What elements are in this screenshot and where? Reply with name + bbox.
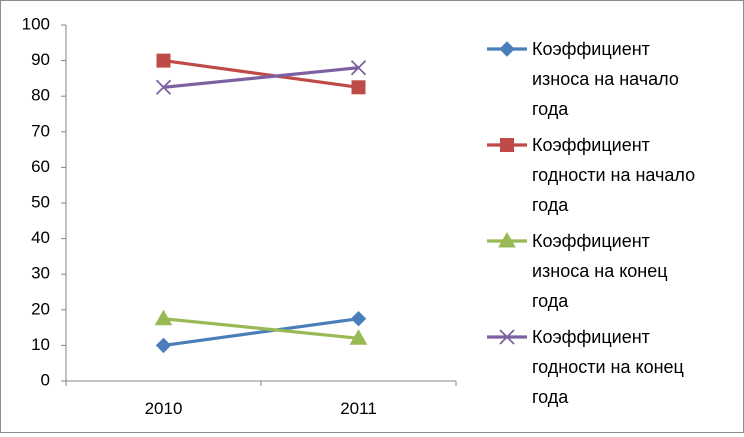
series-1 bbox=[155, 310, 367, 354]
y-tick-label: 80 bbox=[31, 86, 50, 105]
legend-label-line: Коэффициент bbox=[532, 135, 650, 155]
y-tick-label: 30 bbox=[31, 264, 50, 283]
y-tick-label: 20 bbox=[31, 299, 50, 318]
legend-label-line: года bbox=[532, 291, 569, 311]
legend-marker bbox=[499, 329, 515, 345]
x-tick-label: 2010 bbox=[145, 399, 183, 418]
series-line bbox=[163, 317, 359, 340]
legend-label-line: года bbox=[532, 195, 569, 215]
legend-label-line: Коэффициент bbox=[532, 231, 650, 251]
x-axis: 2010 2011 bbox=[65, 380, 457, 418]
series-line bbox=[163, 317, 359, 347]
legend-entry: Коэффициент годности на начало года bbox=[487, 135, 695, 215]
legend-marker bbox=[498, 231, 516, 248]
x-tick-label: 2011 bbox=[340, 399, 377, 418]
y-tick-label: 10 bbox=[31, 335, 50, 354]
marker-stroke bbox=[499, 329, 515, 345]
legend-label: Коэффициент годности на конец года bbox=[532, 327, 684, 407]
series-2 bbox=[156, 53, 366, 95]
y-tick-label: 60 bbox=[31, 157, 50, 176]
data-point bbox=[350, 310, 367, 327]
legend: Коэффициент износа на начало годаКоэффицие… bbox=[487, 39, 695, 407]
marker-stroke bbox=[155, 79, 172, 95]
data-point bbox=[156, 53, 171, 68]
series-line bbox=[163, 66, 359, 89]
data-point bbox=[349, 329, 368, 345]
legend-label-line: года bbox=[532, 387, 569, 407]
series-4 bbox=[155, 60, 367, 95]
y-tick-label: 50 bbox=[31, 192, 50, 211]
y-axis: 0 10 20 30 40 50 60 70 80 90 100 bbox=[22, 14, 67, 389]
data-point bbox=[351, 80, 366, 95]
data-point bbox=[155, 79, 172, 95]
y-tick-label: 0 bbox=[41, 370, 50, 389]
legend-label: Коэффициент годности на начало года bbox=[532, 135, 695, 215]
y-tick-label: 100 bbox=[22, 14, 50, 33]
series-3 bbox=[154, 309, 368, 345]
y-tick-label: 70 bbox=[31, 121, 50, 140]
legend-entry: Коэффициент годности на конец года bbox=[487, 327, 684, 407]
legend-label: Коэффициент износа на начало года bbox=[532, 39, 679, 119]
legend-label-line: годности на конец bbox=[532, 357, 684, 377]
data-point bbox=[155, 337, 172, 354]
legend-label-line: износа на начало bbox=[532, 69, 679, 89]
plot-series bbox=[154, 53, 368, 354]
legend-label-line: годности на начало bbox=[532, 165, 695, 185]
legend-label-line: Коэффициент bbox=[532, 327, 650, 347]
legend-label-line: износа на конец bbox=[532, 261, 668, 281]
y-tick-label: 40 bbox=[31, 228, 50, 247]
data-point bbox=[350, 60, 367, 76]
legend-label: Коэффициент износа на конец года bbox=[532, 231, 668, 311]
y-tick-label: 90 bbox=[31, 50, 50, 69]
legend-label-line: года bbox=[532, 99, 569, 119]
legend-entry: Коэффициент износа на конец года bbox=[487, 231, 668, 311]
series-line bbox=[163, 59, 359, 89]
legend-entry: Коэффициент износа на начало года bbox=[487, 39, 679, 119]
legend-label-line: Коэффициент bbox=[532, 39, 650, 59]
legend-marker bbox=[500, 138, 514, 152]
data-point bbox=[154, 309, 173, 326]
legend-marker bbox=[499, 41, 515, 57]
marker-stroke bbox=[350, 60, 367, 76]
